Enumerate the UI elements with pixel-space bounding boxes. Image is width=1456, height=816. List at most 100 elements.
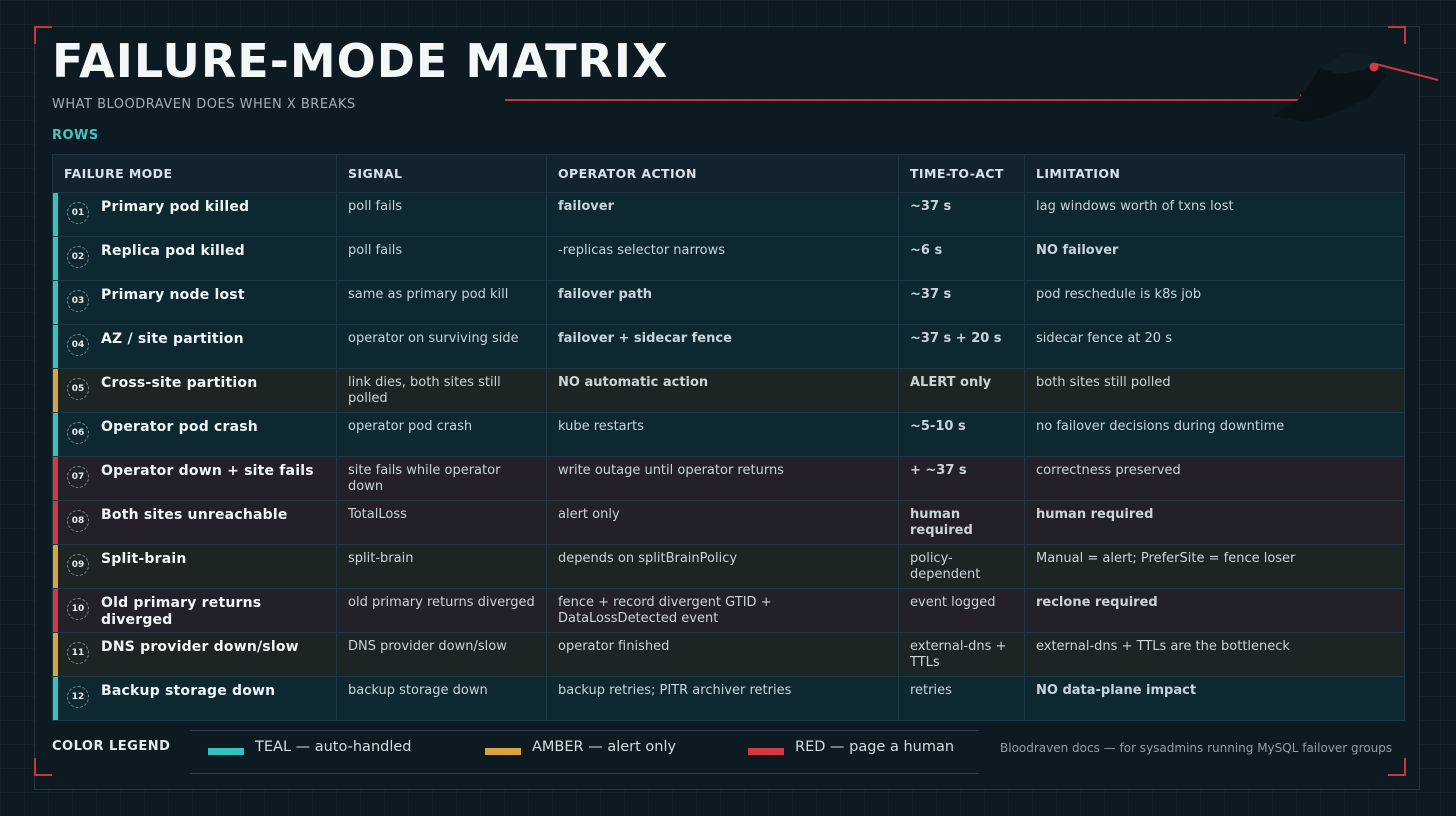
- failure-mode-cell: 06 Operator pod crash: [52, 412, 337, 457]
- time-cell: human required: [898, 500, 1025, 545]
- signal-cell: poll fails: [336, 236, 547, 281]
- limitation-cell: lag windows worth of txns lost: [1024, 192, 1405, 237]
- limitation-cell: pod reschedule is k8s job: [1024, 280, 1405, 325]
- failure-mode-cell: 04 AZ / site partition: [52, 324, 337, 369]
- row-number-badge: 05: [67, 378, 89, 400]
- failure-mode-cell: 10 Old primary returns diverged: [52, 588, 337, 633]
- signal-cell: link dies, both sites still polled: [336, 368, 547, 413]
- table-row: 12 Backup storage down backup storage dow…: [52, 676, 1405, 721]
- failure-mode-label: Primary pod killed: [101, 199, 250, 215]
- signal-cell: operator pod crash: [336, 412, 547, 457]
- failure-mode-label: DNS provider down/slow: [101, 639, 299, 655]
- column-header: TIME-TO-ACT: [898, 154, 1025, 193]
- table-row: 06 Operator pod crash operator pod crash …: [52, 412, 1405, 457]
- column-header: FAILURE MODE: [52, 154, 337, 193]
- limitation-cell: correctness preserved: [1024, 456, 1405, 501]
- signal-cell: split-brain: [336, 544, 547, 589]
- limitation-cell: no failover decisions during downtime: [1024, 412, 1405, 457]
- arrow-line: [505, 99, 1305, 101]
- table-row: 08 Both sites unreachable TotalLoss alert…: [52, 500, 1405, 545]
- signal-cell: DNS provider down/slow: [336, 632, 547, 677]
- time-cell: ~37 s: [898, 192, 1025, 237]
- limitation-cell: Manual = alert; PreferSite = fence loser: [1024, 544, 1405, 589]
- row-number-badge: 04: [67, 334, 89, 356]
- failure-mode-cell: 09 Split-brain: [52, 544, 337, 589]
- limitation-cell: reclone required: [1024, 588, 1405, 633]
- table-row: 10 Old primary returns diverged old prima…: [52, 588, 1405, 633]
- row-number-badge: 09: [67, 554, 89, 576]
- table-row: 11 DNS provider down/slow DNS provider do…: [52, 632, 1405, 677]
- failure-mode-cell: 05 Cross-site partition: [52, 368, 337, 413]
- limitation-cell: NO failover: [1024, 236, 1405, 281]
- action-cell: fence + record divergent GTID + DataLoss…: [546, 588, 899, 633]
- failure-mode-label: AZ / site partition: [101, 331, 244, 347]
- limitation-cell: external-dns + TTLs are the bottleneck: [1024, 632, 1405, 677]
- legend-label: COLOR LEGEND: [52, 739, 171, 754]
- legend-item-red: RED — page a human: [795, 739, 955, 755]
- row-number-badge: 01: [67, 202, 89, 224]
- legend-item-teal: TEAL — auto-handled: [255, 739, 412, 755]
- corner-bracket-top-left: [34, 26, 52, 44]
- page-subtitle: WHAT BLOODRAVEN DOES WHEN X BREAKS: [52, 97, 356, 112]
- failure-mode-label: Both sites unreachable: [101, 507, 288, 523]
- action-cell: failover path: [546, 280, 899, 325]
- section-label: ROWS: [52, 128, 99, 143]
- column-header: SIGNAL: [336, 154, 547, 193]
- row-number-badge: 10: [67, 598, 89, 620]
- time-cell: ~37 s + 20 s: [898, 324, 1025, 369]
- time-cell: + ~37 s: [898, 456, 1025, 501]
- time-cell: ~6 s: [898, 236, 1025, 281]
- action-cell: -replicas selector narrows: [546, 236, 899, 281]
- table-row: 07 Operator down + site fails site fails …: [52, 456, 1405, 501]
- row-number-badge: 02: [67, 246, 89, 268]
- failure-mode-label: Backup storage down: [101, 683, 276, 699]
- table-row: 05 Cross-site partition link dies, both s…: [52, 368, 1405, 413]
- signal-cell: old primary returns diverged: [336, 588, 547, 633]
- failure-mode-label: Operator pod crash: [101, 419, 258, 435]
- action-cell: operator finished: [546, 632, 899, 677]
- limitation-cell: both sites still polled: [1024, 368, 1405, 413]
- footer-note: Bloodraven docs — for sysadmins running …: [1000, 741, 1393, 755]
- action-cell: write outage until operator returns: [546, 456, 899, 501]
- table-row: 09 Split-brain split-brain depends on spl…: [52, 544, 1405, 589]
- table-row: 01 Primary pod killed poll fails failover…: [52, 192, 1405, 237]
- failure-mode-label: Split-brain: [101, 551, 187, 567]
- limitation-cell: sidecar fence at 20 s: [1024, 324, 1405, 369]
- legend-box: [190, 730, 979, 774]
- legend-swatch-teal: [208, 748, 244, 755]
- failure-mode-cell: 11 DNS provider down/slow: [52, 632, 337, 677]
- failure-mode-label: Replica pod killed: [101, 243, 245, 259]
- corner-bracket-top-right: [1388, 26, 1406, 44]
- corner-bracket-bottom-left: [34, 758, 52, 776]
- action-cell: failover: [546, 192, 899, 237]
- action-cell: depends on splitBrainPolicy: [546, 544, 899, 589]
- time-cell: ~37 s: [898, 280, 1025, 325]
- table-row: 03 Primary node lost same as primary pod …: [52, 280, 1405, 325]
- legend-item-amber: AMBER — alert only: [532, 739, 677, 755]
- failure-matrix-table: FAILURE MODE SIGNAL OPERATOR ACTION TIME…: [52, 154, 1405, 721]
- limitation-cell: human required: [1024, 500, 1405, 545]
- time-cell: policy-dependent: [898, 544, 1025, 589]
- signal-cell: operator on surviving side: [336, 324, 547, 369]
- signal-cell: backup storage down: [336, 676, 547, 721]
- legend-swatch-red: [748, 748, 784, 755]
- table-row: 02 Replica pod killed poll fails -replica…: [52, 236, 1405, 281]
- failure-mode-cell: 03 Primary node lost: [52, 280, 337, 325]
- signal-cell: site fails while operator down: [336, 456, 547, 501]
- failure-mode-label: Primary node lost: [101, 287, 245, 303]
- limitation-cell: NO data-plane impact: [1024, 676, 1405, 721]
- legend-swatch-amber: [485, 748, 521, 755]
- row-number-badge: 03: [67, 290, 89, 312]
- column-header: LIMITATION: [1024, 154, 1405, 193]
- column-header: OPERATOR ACTION: [546, 154, 899, 193]
- failure-mode-label: Cross-site partition: [101, 375, 258, 391]
- failure-mode-label: Operator down + site fails: [101, 463, 314, 479]
- failure-mode-cell: 02 Replica pod killed: [52, 236, 337, 281]
- time-cell: ALERT only: [898, 368, 1025, 413]
- signal-cell: poll fails: [336, 192, 547, 237]
- failure-mode-cell: 01 Primary pod killed: [52, 192, 337, 237]
- raven-icon: [1272, 52, 1439, 122]
- time-cell: external-dns + TTLs: [898, 632, 1025, 677]
- table-header-row: FAILURE MODE SIGNAL OPERATOR ACTION TIME…: [52, 154, 1405, 193]
- failure-mode-label: Old primary returns diverged: [101, 595, 262, 628]
